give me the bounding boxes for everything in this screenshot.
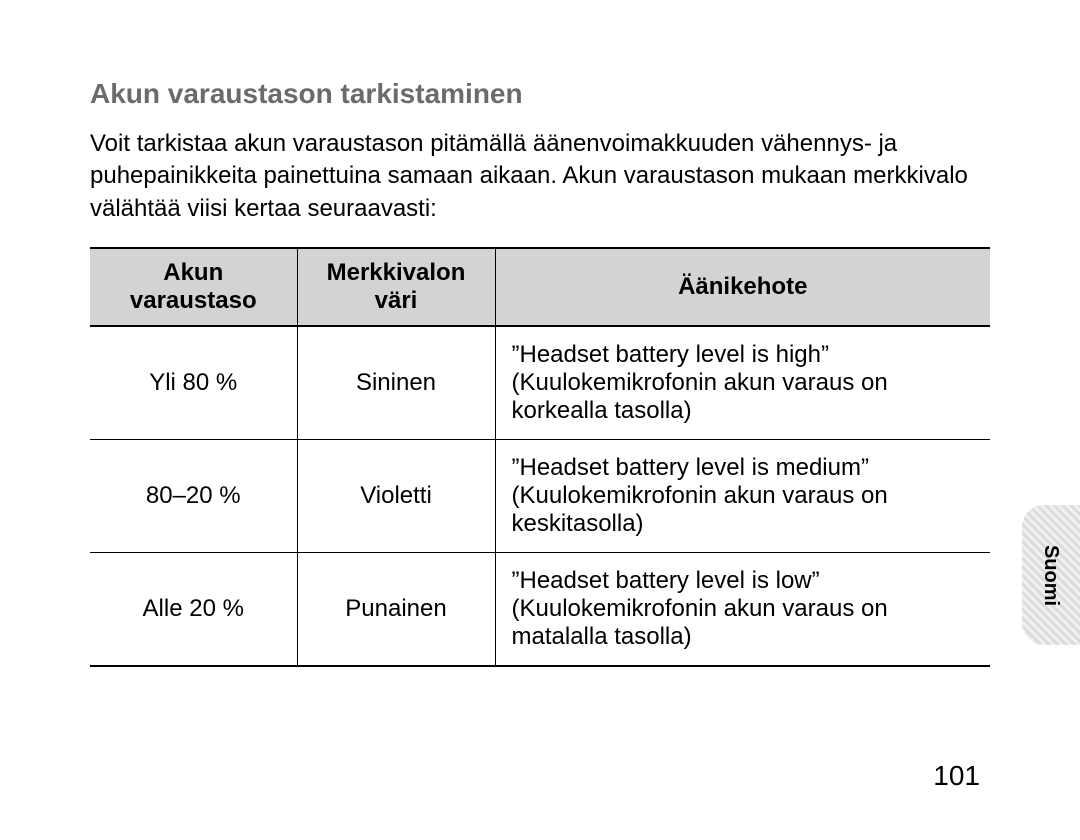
cell-level: 80–20 %	[90, 440, 297, 553]
col-header-prompt: Äänikehote	[495, 248, 990, 326]
manual-page: Akun varaustason tarkistaminen Voit tark…	[0, 0, 1080, 840]
section-heading: Akun varaustason tarkistaminen	[90, 78, 990, 110]
cell-level: Yli 80 %	[90, 326, 297, 440]
cell-prompt: ”Headset battery level is low” (Kuulokem…	[495, 553, 990, 667]
table-row: Yli 80 % Sininen ”Headset battery level …	[90, 326, 990, 440]
cell-prompt: ”Headset battery level is medium” (Kuulo…	[495, 440, 990, 553]
table-row: Alle 20 % Punainen ”Headset battery leve…	[90, 553, 990, 667]
cell-color: Sininen	[297, 326, 495, 440]
table-row: 80–20 % Violetti ”Headset battery level …	[90, 440, 990, 553]
cell-prompt: ”Headset battery level is high” (Kuuloke…	[495, 326, 990, 440]
col-header-level: Akun varaustaso	[90, 248, 297, 326]
table-header-row: Akun varaustaso Merkkivalon väri Äänikeh…	[90, 248, 990, 326]
col-header-color: Merkkivalon väri	[297, 248, 495, 326]
cell-color: Punainen	[297, 553, 495, 667]
language-tab-label: Suomi	[1040, 544, 1063, 605]
cell-level: Alle 20 %	[90, 553, 297, 667]
page-number: 101	[933, 760, 980, 792]
battery-table: Akun varaustaso Merkkivalon väri Äänikeh…	[90, 247, 990, 667]
intro-paragraph: Voit tarkistaa akun varaustason pitämäll…	[90, 128, 990, 225]
language-tab: Suomi	[1022, 505, 1080, 645]
cell-color: Violetti	[297, 440, 495, 553]
